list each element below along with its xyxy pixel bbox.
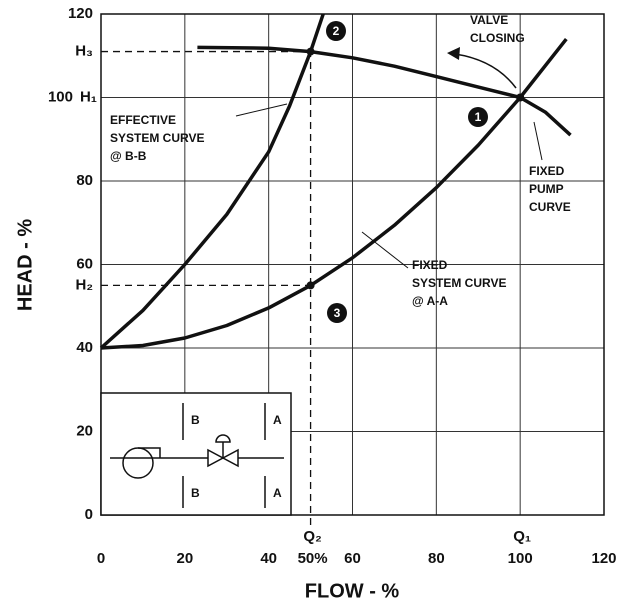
curve [99, 13, 325, 350]
x-tick-label: 40 [260, 550, 277, 567]
point-badge [327, 303, 347, 323]
arrow-head [447, 47, 460, 60]
y-tick-label: 40 [76, 339, 93, 356]
point-label: 3 [334, 306, 341, 320]
section-label: B [191, 413, 200, 427]
y-tick-label: 120 [68, 5, 93, 22]
inset: B B A A [100, 392, 292, 516]
section-label: A [273, 486, 282, 500]
valve-handle [215, 434, 231, 443]
section-label: B [191, 486, 200, 500]
reference-label: H₃ [75, 43, 93, 60]
y-tick-label: 0 [85, 506, 93, 523]
operating-point [306, 281, 315, 290]
point-label: 2 [333, 24, 340, 38]
leader [235, 103, 288, 117]
annotation: VALVE CLOSING [470, 13, 525, 45]
arrow [454, 53, 517, 89]
series-label: EFFECTIVE SYSTEM CURVE @ B-B [110, 113, 208, 163]
y-tick-label: 20 [76, 422, 93, 439]
reference-label: H₂ [76, 276, 94, 293]
x-axis-label: FLOW - % [305, 580, 400, 602]
reference-percent: 50% [298, 550, 328, 567]
y-tick-label: 80 [76, 172, 93, 189]
x-tick-label: 0 [97, 550, 105, 567]
series-label: FIXED PUMP CURVE [529, 164, 571, 214]
curve [100, 38, 568, 350]
point-label: 1 [475, 110, 482, 124]
series-label: FIXED SYSTEM CURVE @ A-A [412, 258, 510, 308]
x-tick-label: 100 [508, 550, 533, 567]
x-tick-label: 120 [591, 550, 616, 567]
section-label: A [273, 413, 282, 427]
y-tick-label: 60 [76, 255, 93, 272]
operating-point [516, 93, 525, 102]
q1-label: Q₁ [513, 528, 531, 545]
h1-label: H₁ [80, 88, 97, 105]
point-badge [468, 107, 488, 127]
x-tick-label: 80 [428, 550, 445, 567]
y-tick-label: 100 [48, 88, 73, 105]
leader [361, 231, 409, 269]
plot-frame [100, 13, 605, 516]
reference-label: Q₂ [303, 528, 321, 545]
operating-point [306, 47, 315, 56]
inset-box [100, 392, 292, 516]
x-tick-label: 60 [344, 550, 361, 567]
y-axis-label: HEAD - % [14, 219, 36, 311]
point-badge [326, 21, 346, 41]
x-tick-label: 20 [176, 550, 193, 567]
leader [533, 121, 543, 161]
curve [197, 45, 572, 137]
pump-outlet [138, 447, 161, 458]
